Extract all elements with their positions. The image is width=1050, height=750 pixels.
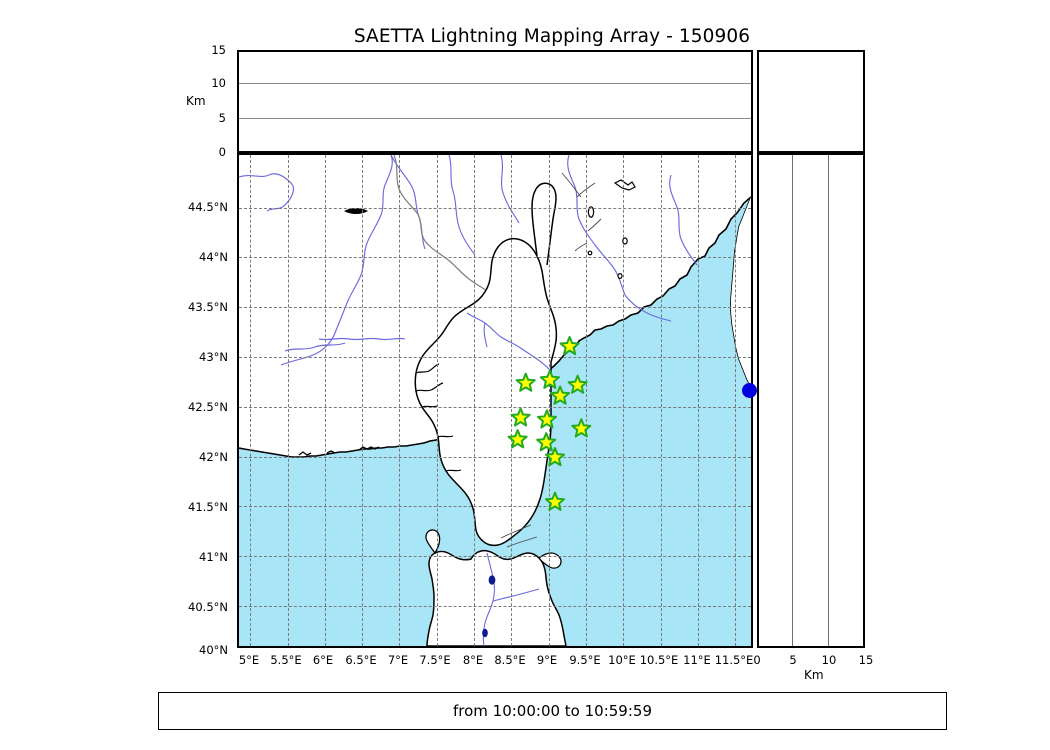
right-panel-tick-10: 10 (821, 653, 837, 667)
map-lon-tick: 8.5°E (494, 653, 526, 667)
map-lon-tick: 9°E (536, 653, 558, 667)
map-lon-tick: 5°E (238, 653, 260, 667)
map-panel[interactable] (237, 153, 753, 648)
right-panel-tick-5: 5 (789, 653, 797, 667)
map-lat-tick: 44.5°N (188, 200, 228, 214)
map-lon-tick: 11.5°E (714, 653, 754, 667)
top-panel-axis-label: Km (186, 94, 206, 108)
map-lon-tick: 10°E (608, 653, 636, 667)
map-lon-tick: 10.5°E (639, 653, 679, 667)
sardinia-landmass (425, 529, 567, 646)
map-lat-tick: 40°N (199, 643, 228, 657)
map-lat-tick: 43°N (199, 350, 228, 364)
map-lat-tick: 42°N (199, 450, 228, 464)
corsica-landmass (414, 182, 558, 547)
map-lat-tick: 43.5°N (188, 300, 228, 314)
map-lon-tick: 5.5°E (270, 653, 302, 667)
map-lat-tick: 42.5°N (188, 400, 228, 414)
altitude-time-panel (237, 50, 753, 153)
right-panel-tick-15: 15 (858, 653, 874, 667)
time-range-status-bar: from 10:00:00 to 10:59:59 (158, 692, 947, 730)
right-panel-axis-label: Km (804, 668, 824, 682)
map-geography (239, 155, 751, 646)
map-lon-tick: 6.5°E (345, 653, 377, 667)
page-title: SAETTA Lightning Mapping Array - 150906 (353, 26, 751, 47)
time-range-text: from 10:00:00 to 10:59:59 (452, 702, 652, 720)
right-panel-gridline (792, 155, 794, 646)
map-lon-tick: 6°E (312, 653, 334, 667)
right-panel-gridline (827, 155, 829, 646)
corner-panel (757, 50, 865, 153)
distance-altitude-panel (757, 153, 865, 648)
map-lon-tick: 7°E (387, 653, 409, 667)
top-panel-tick-5: 5 (218, 111, 226, 125)
map-lat-tick: 40.5°N (188, 600, 228, 614)
top-panel-tick-0: 0 (218, 145, 226, 159)
map-lat-tick: 44°N (199, 250, 228, 264)
edge-marker-dot (741, 383, 757, 399)
map-lon-tick: 9.5°E (569, 653, 601, 667)
map-lon-tick: 11°E (683, 653, 711, 667)
map-lon-tick: 7.5°E (419, 653, 451, 667)
map-lat-tick: 41.5°N (188, 500, 228, 514)
map-lat-tick: 41°N (199, 550, 228, 564)
map-lon-tick: 8°E (462, 653, 484, 667)
top-panel-tick-15: 15 (211, 43, 226, 57)
top-panel-tick-10: 10 (211, 76, 226, 90)
right-panel-tick-0: 0 (753, 653, 761, 667)
